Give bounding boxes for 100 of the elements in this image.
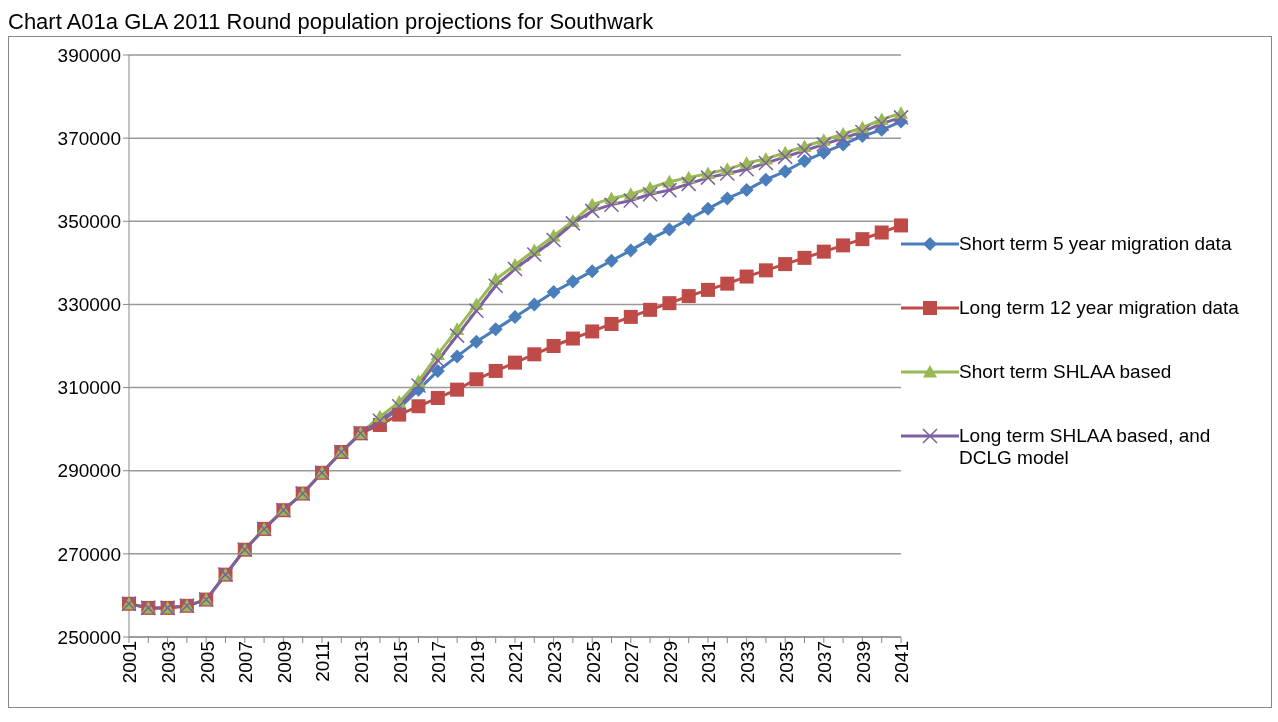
legend-label: Short term SHLAA based xyxy=(959,361,1172,383)
x-tick-label: 2027 xyxy=(621,641,643,684)
point xyxy=(508,355,522,370)
y-tick-label: 370000 xyxy=(57,127,121,149)
point xyxy=(430,363,445,378)
point xyxy=(816,244,831,259)
x-tick-label: 2041 xyxy=(891,641,913,684)
point xyxy=(893,109,909,126)
point xyxy=(565,331,580,346)
x-tick-label: 2037 xyxy=(814,641,836,684)
point xyxy=(508,309,522,324)
point xyxy=(565,274,580,289)
point xyxy=(680,176,697,192)
point xyxy=(410,377,427,394)
x-tick-label: 2013 xyxy=(351,641,373,684)
point xyxy=(777,149,793,165)
legend-label: Long term SHLAA based, and DCLG model xyxy=(959,425,1212,469)
point xyxy=(450,349,465,364)
point xyxy=(584,203,600,219)
point xyxy=(873,115,890,132)
point xyxy=(797,250,812,265)
legend-label: Short term 5 year migration data xyxy=(959,233,1232,255)
x-tick-label: 2009 xyxy=(273,641,295,684)
y-tick-label: 310000 xyxy=(57,377,121,399)
x-tick-label: 2007 xyxy=(235,641,257,684)
point xyxy=(642,186,658,203)
x-tick-label: 2001 xyxy=(119,641,141,684)
x-tick-label: 2033 xyxy=(737,641,759,684)
point xyxy=(796,142,813,159)
x-tick-label: 2021 xyxy=(505,641,527,684)
point xyxy=(604,316,619,331)
x-tick-label: 2015 xyxy=(389,641,411,684)
point xyxy=(894,218,908,233)
point xyxy=(546,284,561,299)
x-tick-label: 2003 xyxy=(158,641,180,684)
point xyxy=(585,324,600,339)
point xyxy=(758,155,774,171)
point xyxy=(623,192,639,209)
x-tick-label: 2029 xyxy=(659,641,681,684)
point xyxy=(700,169,716,186)
point xyxy=(778,257,793,272)
point xyxy=(527,347,542,362)
point xyxy=(488,322,503,337)
point xyxy=(623,309,638,324)
point xyxy=(816,136,832,153)
point xyxy=(468,302,485,319)
y-tick-label: 350000 xyxy=(57,211,121,233)
point xyxy=(778,164,793,179)
point xyxy=(701,201,715,216)
point xyxy=(719,165,736,182)
point xyxy=(701,282,715,297)
legend-label: Long term 12 year migration data xyxy=(959,297,1239,319)
x-tick-label: 2011 xyxy=(312,641,334,682)
point xyxy=(603,196,620,213)
point xyxy=(469,334,484,349)
x-tick-label: 2005 xyxy=(196,641,218,684)
point xyxy=(661,182,678,198)
point xyxy=(526,246,543,263)
x-tick-label: 2023 xyxy=(544,641,566,684)
x-tick-label: 2019 xyxy=(466,641,488,684)
point xyxy=(758,172,773,187)
point xyxy=(469,372,484,387)
point xyxy=(623,243,638,258)
point xyxy=(430,352,446,369)
x-tick-label: 2017 xyxy=(428,641,450,684)
point xyxy=(546,339,561,353)
point xyxy=(411,399,426,414)
point xyxy=(662,222,677,237)
point xyxy=(527,297,542,312)
point xyxy=(449,327,465,344)
point xyxy=(565,215,581,232)
point xyxy=(816,145,831,160)
point xyxy=(450,382,465,397)
point xyxy=(430,390,445,405)
point xyxy=(854,124,871,140)
point xyxy=(855,232,870,247)
chart-title: Chart A01a GLA 2011 Round population projections for Southwark xyxy=(8,8,655,36)
point xyxy=(739,269,754,284)
point xyxy=(662,296,677,311)
point xyxy=(545,232,562,248)
y-tick-label: 270000 xyxy=(57,543,121,565)
point xyxy=(604,253,619,268)
point xyxy=(758,263,773,278)
point xyxy=(585,264,600,279)
x-tick-label: 2031 xyxy=(698,641,720,684)
point xyxy=(720,191,735,206)
point xyxy=(507,261,523,277)
point xyxy=(739,183,754,198)
point xyxy=(835,130,851,146)
y-tick-label: 290000 xyxy=(57,460,121,482)
y-tick-label: 390000 xyxy=(57,44,121,66)
y-tick-label: 330000 xyxy=(57,294,121,316)
point xyxy=(797,154,812,169)
point xyxy=(643,232,658,247)
point xyxy=(643,302,658,317)
point xyxy=(720,276,735,291)
point xyxy=(836,238,851,253)
point xyxy=(681,212,696,227)
point xyxy=(488,363,503,378)
y-tick-label: 250000 xyxy=(57,626,121,648)
